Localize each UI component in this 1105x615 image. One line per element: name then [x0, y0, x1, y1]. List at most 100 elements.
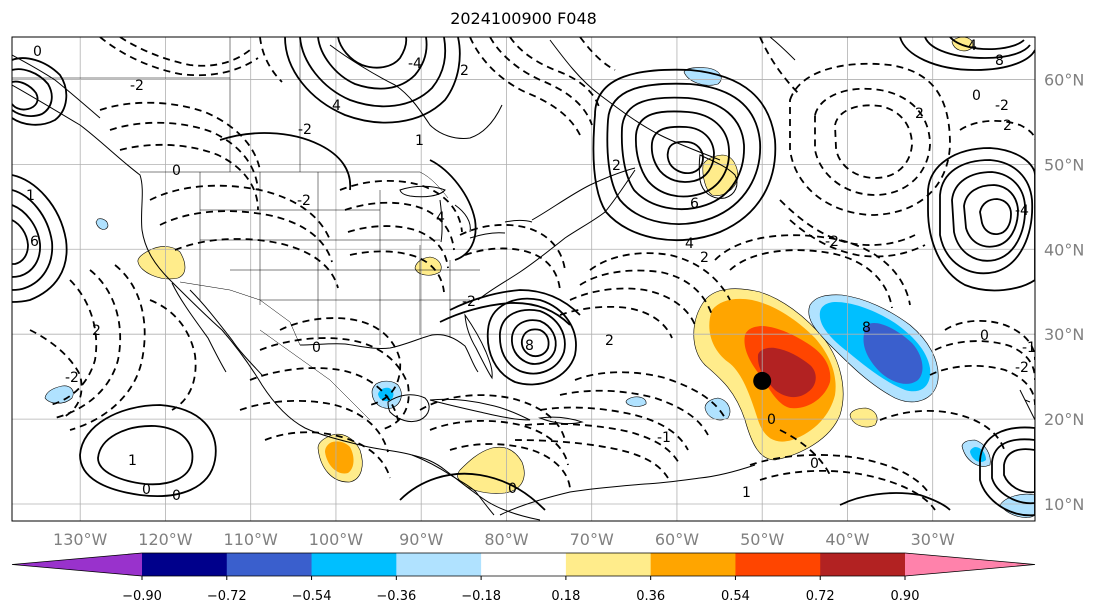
- newfoundland: [698, 154, 738, 199]
- gulf-coast: [299, 334, 479, 373]
- gulf-dashed-3: [249, 367, 399, 421]
- solid-contours: [12, 37, 1035, 517]
- contour-label: 2: [1003, 118, 1012, 134]
- hudson-bay: [329, 44, 503, 139]
- trough-atl-1: [589, 252, 731, 301]
- north-dashed-4: [119, 37, 251, 67]
- colorbar-bin: [226, 553, 313, 576]
- patch-pacific-blue: [44, 385, 74, 404]
- negative-anomaly-054: [863, 323, 923, 384]
- colorbar-tick-label: −0.90: [122, 589, 162, 604]
- great-lakes-erie: [469, 232, 506, 239]
- contour-label: -2: [298, 122, 312, 138]
- contour-labels: 0 -2 -2 4 -2 8 1 0 0 0 -1 0 1 0 8 0 -1 -…: [26, 38, 1035, 504]
- latitude-label: 50°N: [1044, 155, 1084, 174]
- high-labrador-2: [606, 82, 761, 225]
- canada-dashed-4: [469, 37, 581, 136]
- patch-atlantic-blue-small: [704, 397, 731, 421]
- hurricane-ring-3: [511, 319, 557, 365]
- greenland-coast: [769, 37, 796, 61]
- colorbar-extend-high: [905, 553, 1035, 576]
- high-labrador-4: [635, 110, 730, 198]
- se-ring-3: [1003, 448, 1035, 494]
- contour-label: 2: [700, 250, 709, 266]
- contour-label: -2: [995, 98, 1009, 114]
- contour-label: -4: [408, 56, 422, 72]
- contour-label: 0: [312, 340, 321, 356]
- trough-atl-8: [524, 422, 681, 466]
- us-dashed-8: [459, 224, 566, 271]
- patch-wpacific-blue: [95, 218, 109, 230]
- contour-label: 4: [332, 98, 341, 114]
- patch-labrador-blue: [683, 67, 722, 86]
- west-dashed-2: [54, 269, 122, 419]
- high-labrador-5: [650, 125, 715, 183]
- trough-atl-4: [559, 305, 673, 339]
- west-dashed-5: [149, 299, 197, 411]
- labrador: [549, 39, 721, 161]
- high-pacific-4: [12, 219, 29, 265]
- high-alaska-1: [12, 57, 68, 126]
- high-greenland-3: [949, 37, 1025, 51]
- pacific-ring-2: [97, 425, 194, 486]
- contour-label: 1: [128, 453, 137, 469]
- mid-solid-2: [219, 132, 352, 191]
- longitude-label: 30°W: [911, 530, 955, 549]
- high-north-4: [337, 37, 408, 69]
- us-dashed-3: [174, 238, 339, 289]
- high-north-3: [317, 37, 428, 90]
- contour-label: 4: [685, 236, 694, 252]
- baja-california: [171, 282, 227, 373]
- longitude-label: 120°W: [138, 530, 193, 549]
- colorbar-tick-label: 0.18: [551, 589, 580, 604]
- high-alaska-3: [12, 80, 39, 111]
- high-alaska-2: [12, 68, 53, 117]
- patch-newfoundland: [702, 154, 739, 196]
- canaries: [1024, 399, 1031, 403]
- colorbar-tick-label: 0.72: [806, 589, 835, 604]
- contour-label: -2: [1015, 360, 1029, 376]
- north-dashed-3: [259, 37, 283, 83]
- gulf-stream-solid: [449, 289, 581, 316]
- contour-label: 6: [30, 234, 39, 250]
- trough-atl-3: [569, 287, 696, 326]
- contour-label: -2: [825, 234, 839, 250]
- cuba: [429, 398, 531, 421]
- patch-caribbean: [457, 446, 525, 494]
- colorbar-tick-label: −0.36: [376, 589, 416, 604]
- contour-label: 6: [690, 196, 699, 212]
- caribbean-dashed-1: [419, 394, 566, 441]
- longitude-label: 100°W: [309, 530, 364, 549]
- gulf-dashed-2: [259, 337, 410, 431]
- trough-atl-9: [514, 439, 669, 479]
- high-greenland-2: [924, 37, 1031, 59]
- central-solid: [399, 472, 546, 511]
- east-dashed-7: [779, 429, 831, 476]
- map-frame: [11, 36, 1036, 522]
- south-america-north: [499, 464, 756, 516]
- longitude-label: 110°W: [224, 530, 279, 549]
- north-dashed-5: [99, 37, 259, 77]
- longitude-label: 60°W: [655, 530, 699, 549]
- east-dashed-3: [929, 365, 1035, 406]
- us-dashed-9: [464, 247, 561, 291]
- longitude-label: 70°W: [570, 530, 614, 549]
- colorbar-bin: [820, 553, 906, 576]
- us-dashed-1: [149, 184, 331, 241]
- east-coast-us: [477, 169, 636, 301]
- contour-label: -2: [130, 78, 144, 94]
- contour-label: -2: [65, 370, 79, 386]
- east-dashed-1: [944, 320, 1035, 361]
- low-ne-2: [834, 104, 913, 179]
- colorbar-tick-label: −0.18: [461, 589, 501, 604]
- hurricane-ring-1: [486, 297, 577, 386]
- us-dashed-5: [344, 201, 455, 251]
- gulf-stream-solid-2: [439, 302, 571, 326]
- great-lakes-huron: [454, 204, 471, 233]
- high-north-1: [284, 37, 461, 124]
- us-dashed-7: [349, 250, 445, 293]
- us-dashed-2: [159, 210, 333, 263]
- high-greenland-1: [899, 37, 1035, 71]
- mid-east-dashed-1: [779, 199, 916, 246]
